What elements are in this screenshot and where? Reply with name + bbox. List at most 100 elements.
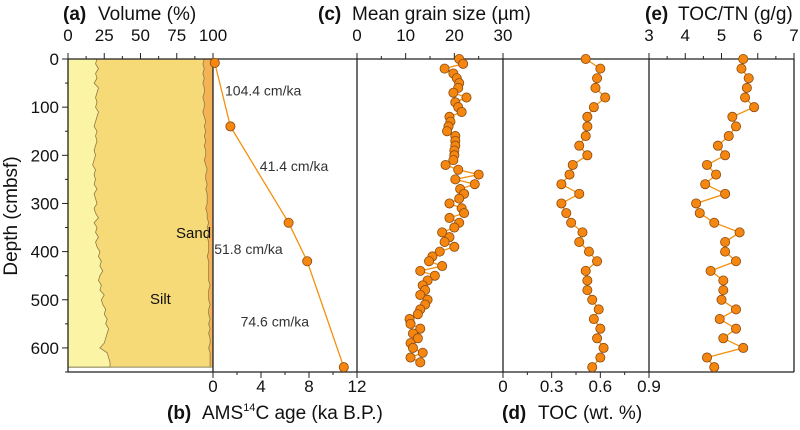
data-point-e — [712, 140, 723, 151]
data-point-c — [458, 58, 469, 69]
panel-e-title: TOC/TN (g/g) — [678, 4, 793, 25]
x-tick-label-d: 0 — [498, 377, 507, 396]
data-point-c — [449, 222, 460, 233]
depth-tick-label: 100 — [31, 98, 59, 117]
data-point-c — [444, 198, 455, 209]
data-point-d — [592, 73, 603, 84]
data-point-d — [592, 333, 603, 344]
data-point-e — [718, 275, 729, 286]
data-point-d — [566, 217, 577, 228]
data-point-c — [412, 333, 423, 344]
data-point-d — [582, 285, 593, 296]
data-point-d — [580, 131, 591, 142]
data-point-e — [711, 169, 722, 180]
x-tick-label-b: 12 — [348, 377, 367, 396]
layer-label-silt: Silt — [150, 291, 172, 308]
data-point-e — [718, 285, 729, 296]
data-point-c — [415, 265, 426, 276]
data-point-c — [442, 126, 453, 137]
data-point-d — [556, 198, 567, 209]
data-point-e — [738, 54, 749, 65]
grain-size-fractions — [67, 58, 213, 368]
data-point-d — [582, 111, 593, 122]
data-point-c — [459, 208, 470, 219]
data-point-e — [714, 314, 725, 325]
data-point-c — [424, 256, 435, 267]
data-point-c — [437, 261, 448, 272]
x-tick-label-a: 0 — [63, 26, 72, 45]
x-tick-label-e: 4 — [681, 26, 690, 45]
data-point-e — [705, 265, 716, 276]
panel-b-title: AMS14C age (ka B.P.) — [202, 402, 383, 424]
data-point-d — [582, 121, 593, 132]
data-point-c — [449, 241, 460, 252]
data-point-e — [731, 304, 742, 315]
data-point-b — [302, 256, 313, 267]
data-point-b — [225, 121, 236, 132]
data-point-e — [709, 362, 720, 373]
panel-b-letter: (b) — [167, 403, 191, 424]
panel-a-letter: (a) — [63, 4, 86, 25]
data-point-d — [574, 188, 585, 199]
data-point-d — [600, 92, 611, 103]
data-point-e — [723, 131, 734, 142]
x-tick-label-e: 3 — [644, 26, 653, 45]
data-point-d — [587, 362, 598, 373]
axis-ticks — [62, 53, 795, 378]
data-point-e — [736, 63, 747, 74]
sed-rate-annotation: 41.4 cm/ka — [260, 158, 329, 174]
data-point-c — [407, 342, 418, 353]
data-point-d — [561, 208, 572, 219]
x-tick-label-b: 4 — [256, 377, 265, 396]
data-point-e — [731, 121, 742, 132]
data-point-c — [437, 227, 448, 238]
panel-b-title-rest: C age (ka B.P.) — [255, 403, 382, 424]
panel-d-title: TOC (wt. %) — [538, 403, 642, 424]
x-tick-label-e: 5 — [717, 26, 726, 45]
data-point-c — [448, 87, 459, 98]
data-point-b — [283, 217, 294, 228]
data-point-c — [417, 347, 428, 358]
data-point-d — [580, 54, 591, 65]
data-series — [209, 54, 760, 373]
data-point-e — [720, 236, 731, 247]
data-point-e — [731, 256, 742, 267]
sed-rate-annotation: 104.4 cm/ka — [225, 82, 301, 98]
data-point-c — [453, 164, 464, 175]
x-tick-label-b: 0 — [208, 377, 217, 396]
data-point-e — [749, 102, 760, 113]
data-point-e — [734, 227, 745, 238]
data-point-d — [556, 179, 567, 190]
sed-rate-annotation: 74.6 cm/ka — [241, 313, 310, 329]
data-point-d — [582, 150, 593, 161]
panel-c-title: Mean grain size (µm) — [352, 4, 531, 25]
data-point-e — [700, 179, 711, 190]
depth-tick-label: 0 — [50, 50, 59, 69]
depth-tick-labels: 0 100 200 300 400 500 600 — [31, 50, 59, 358]
data-point-d — [593, 304, 604, 315]
data-point-e — [720, 246, 731, 257]
data-point-e — [694, 208, 705, 219]
series-line-e — [695, 58, 756, 368]
depth-axis: Depth (cmbsf) 0 100 200 300 400 500 600 — [1, 50, 59, 358]
data-point-d — [590, 82, 601, 93]
panel-frames — [67, 58, 795, 373]
data-point-d — [574, 236, 585, 247]
data-point-e — [702, 352, 713, 363]
data-point-d — [574, 140, 585, 151]
data-point-c — [450, 174, 461, 185]
area-silt — [67, 58, 211, 368]
x-tick-labels: 0 25 50 75 100 0 4 8 12 0 10 20 30 0 0.3 0.6 0.9 3 4 5 6 7 — [63, 26, 798, 396]
x-tick-label-a: 25 — [95, 26, 114, 45]
panel-b-title-main: AMS — [202, 403, 243, 424]
sed-rate-annotation: 51.8 cm/ka — [214, 241, 283, 257]
data-point-c — [440, 159, 451, 170]
data-point-d — [580, 265, 591, 276]
depth-tick-label: 600 — [31, 339, 59, 358]
x-tick-label-e: 6 — [753, 26, 762, 45]
data-point-d — [587, 294, 598, 305]
data-point-d — [595, 63, 606, 74]
data-point-c — [415, 357, 426, 368]
panel-a-title: Volume (%) — [98, 4, 196, 25]
